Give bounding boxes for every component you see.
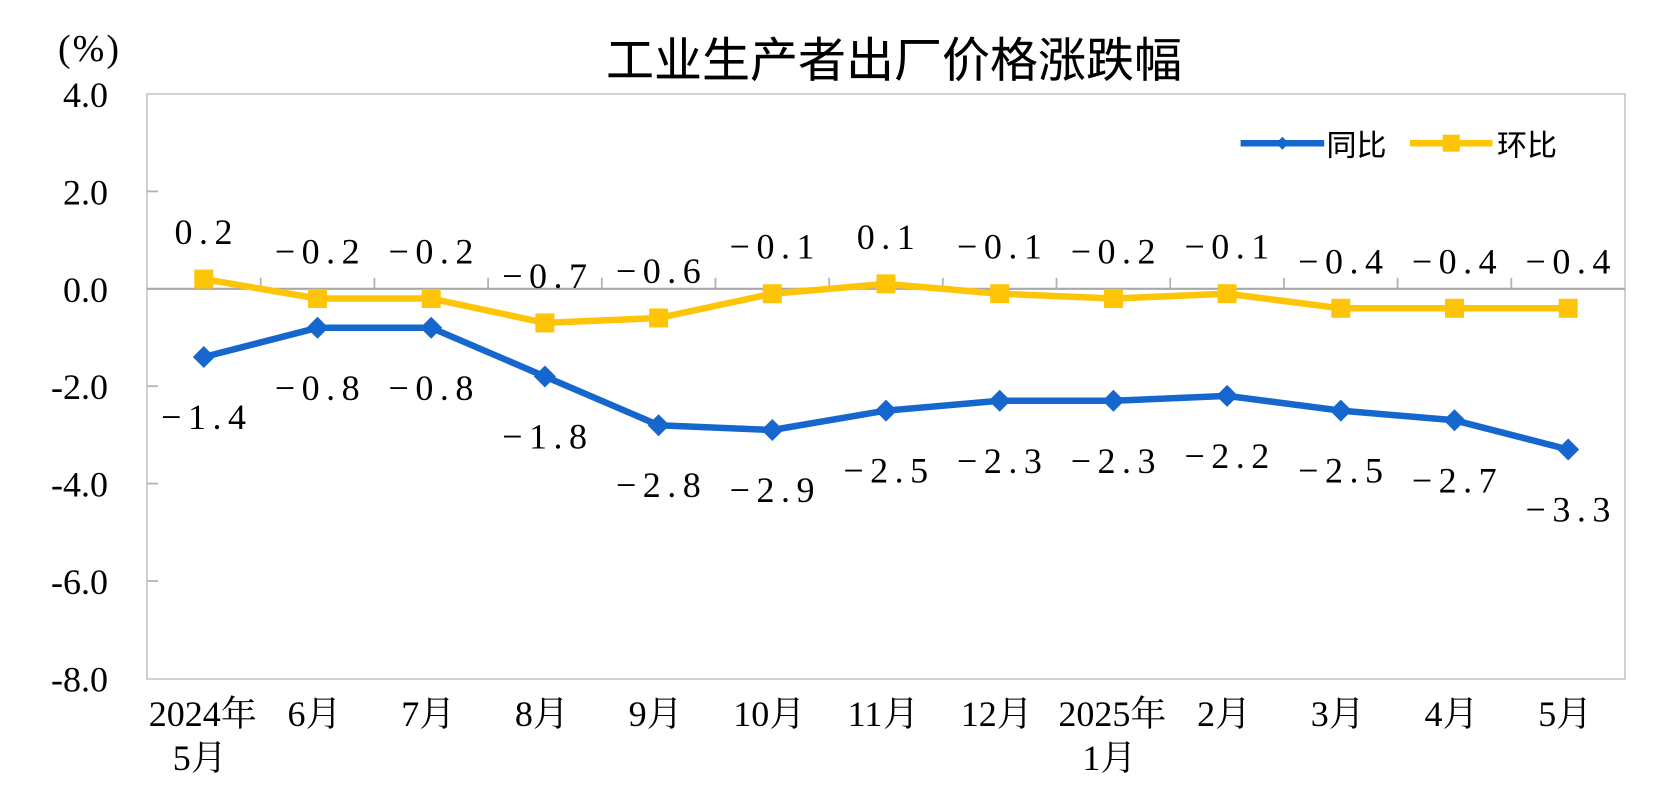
- svg-text:2.0: 2.0: [63, 172, 108, 212]
- svg-text:0.0: 0.0: [63, 270, 108, 310]
- svg-text:4.0: 4.0: [63, 75, 108, 115]
- svg-text:−0.4: −0.4: [1412, 241, 1503, 281]
- svg-text:-8.0: -8.0: [51, 659, 108, 699]
- svg-text:(%): (%): [58, 28, 121, 70]
- svg-text:7: 7: [401, 694, 419, 734]
- svg-text:−0.6: −0.6: [616, 251, 707, 291]
- svg-text:−2.5: −2.5: [843, 451, 934, 491]
- svg-text:2024: 2024: [149, 694, 221, 734]
- svg-text:−2.9: −2.9: [730, 470, 821, 510]
- svg-text:−2.8: −2.8: [616, 465, 707, 505]
- svg-text:−0.4: −0.4: [1298, 241, 1389, 281]
- svg-text:−0.8: −0.8: [389, 368, 480, 408]
- svg-text:−2.7: −2.7: [1412, 460, 1503, 500]
- svg-text:4: 4: [1425, 694, 1443, 734]
- svg-text:−0.8: −0.8: [275, 368, 366, 408]
- svg-text:−1.8: −1.8: [502, 417, 593, 457]
- svg-text:−0.1: −0.1: [730, 227, 821, 267]
- svg-text:−0.4: −0.4: [1526, 241, 1617, 281]
- svg-text:−0.1: −0.1: [957, 227, 1048, 267]
- svg-text:3: 3: [1311, 694, 1329, 734]
- svg-text:−0.2: −0.2: [275, 232, 366, 272]
- svg-text:−2.3: −2.3: [957, 441, 1048, 481]
- svg-text:−2.3: −2.3: [1071, 441, 1162, 481]
- svg-text:9: 9: [629, 694, 647, 734]
- svg-text:11: 11: [848, 694, 883, 734]
- svg-text:8: 8: [515, 694, 533, 734]
- svg-text:-2.0: -2.0: [51, 367, 108, 407]
- svg-text:2025: 2025: [1058, 694, 1130, 734]
- svg-text:5: 5: [1538, 694, 1556, 734]
- svg-text:1: 1: [1082, 738, 1100, 778]
- svg-text:-6.0: -6.0: [51, 562, 108, 602]
- svg-text:−0.7: −0.7: [502, 256, 593, 296]
- svg-text:−2.5: −2.5: [1298, 451, 1389, 491]
- svg-text:12: 12: [961, 694, 997, 734]
- svg-text:−0.2: −0.2: [389, 232, 480, 272]
- svg-text:0.1: 0.1: [857, 217, 922, 257]
- svg-text:−1.4: −1.4: [161, 397, 252, 437]
- svg-text:−0.1: −0.1: [1184, 227, 1275, 267]
- svg-text:5: 5: [173, 738, 191, 778]
- svg-text:0.2: 0.2: [175, 212, 240, 252]
- svg-text:-4.0: -4.0: [51, 465, 108, 505]
- svg-text:10: 10: [733, 694, 769, 734]
- svg-text:−3.3: −3.3: [1526, 490, 1617, 530]
- svg-text:−2.2: −2.2: [1184, 436, 1275, 476]
- svg-text:2: 2: [1197, 694, 1215, 734]
- svg-text:−0.2: −0.2: [1071, 232, 1162, 272]
- svg-text:6: 6: [288, 694, 306, 734]
